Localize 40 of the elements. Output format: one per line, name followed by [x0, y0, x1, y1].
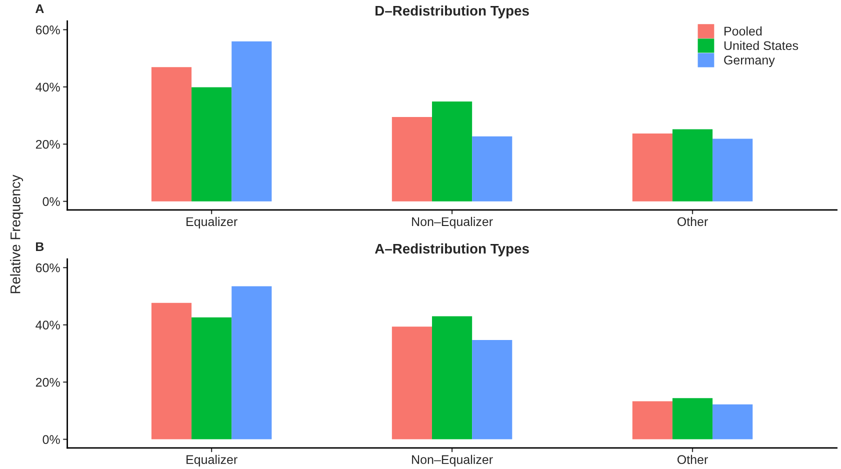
bar — [151, 67, 192, 202]
y-tick-label: 40% — [36, 82, 60, 92]
bar — [712, 138, 753, 202]
bar — [192, 87, 232, 202]
legend-label: Germany — [724, 56, 775, 67]
x-tick-label: Equalizer — [186, 216, 238, 229]
y-axis-title: Relative Frequency — [10, 174, 24, 294]
y-tick-label: 40% — [36, 320, 60, 330]
bar — [632, 134, 672, 202]
legend-label: Pooled — [724, 26, 762, 36]
bar — [632, 401, 672, 440]
legend-label: United States — [724, 40, 798, 50]
x-tick-label: Equalizer — [186, 454, 238, 466]
bar — [672, 398, 713, 440]
text: A — [35, 4, 44, 14]
x-tick-label: Non–Equalizer — [412, 454, 493, 466]
bar — [392, 326, 432, 440]
bar — [392, 116, 432, 202]
bar — [672, 129, 713, 202]
bar — [232, 41, 272, 202]
bar — [472, 136, 512, 202]
text: B — [36, 242, 44, 251]
x-tick-label: Other — [677, 454, 708, 464]
x-tick-label: Non–Equalizer — [412, 216, 493, 229]
bar — [151, 302, 192, 440]
bar — [192, 317, 232, 440]
y-tick-label: 20% — [36, 378, 60, 387]
chart-title: A–Redistribution Types — [374, 243, 529, 256]
chart-title: D–Redistribution Types — [376, 5, 529, 18]
bar — [712, 404, 753, 440]
y-tick-label: 20% — [36, 140, 60, 149]
y-tick-label: 60% — [36, 263, 60, 272]
bar — [432, 316, 472, 440]
y-tick-label: 60% — [36, 25, 60, 34]
y-tick-label: 0% — [42, 435, 60, 444]
bar — [472, 340, 512, 440]
bar — [232, 286, 272, 440]
x-tick-label: Other — [677, 216, 708, 226]
y-tick-label: 0% — [42, 197, 60, 206]
bar — [432, 102, 472, 202]
